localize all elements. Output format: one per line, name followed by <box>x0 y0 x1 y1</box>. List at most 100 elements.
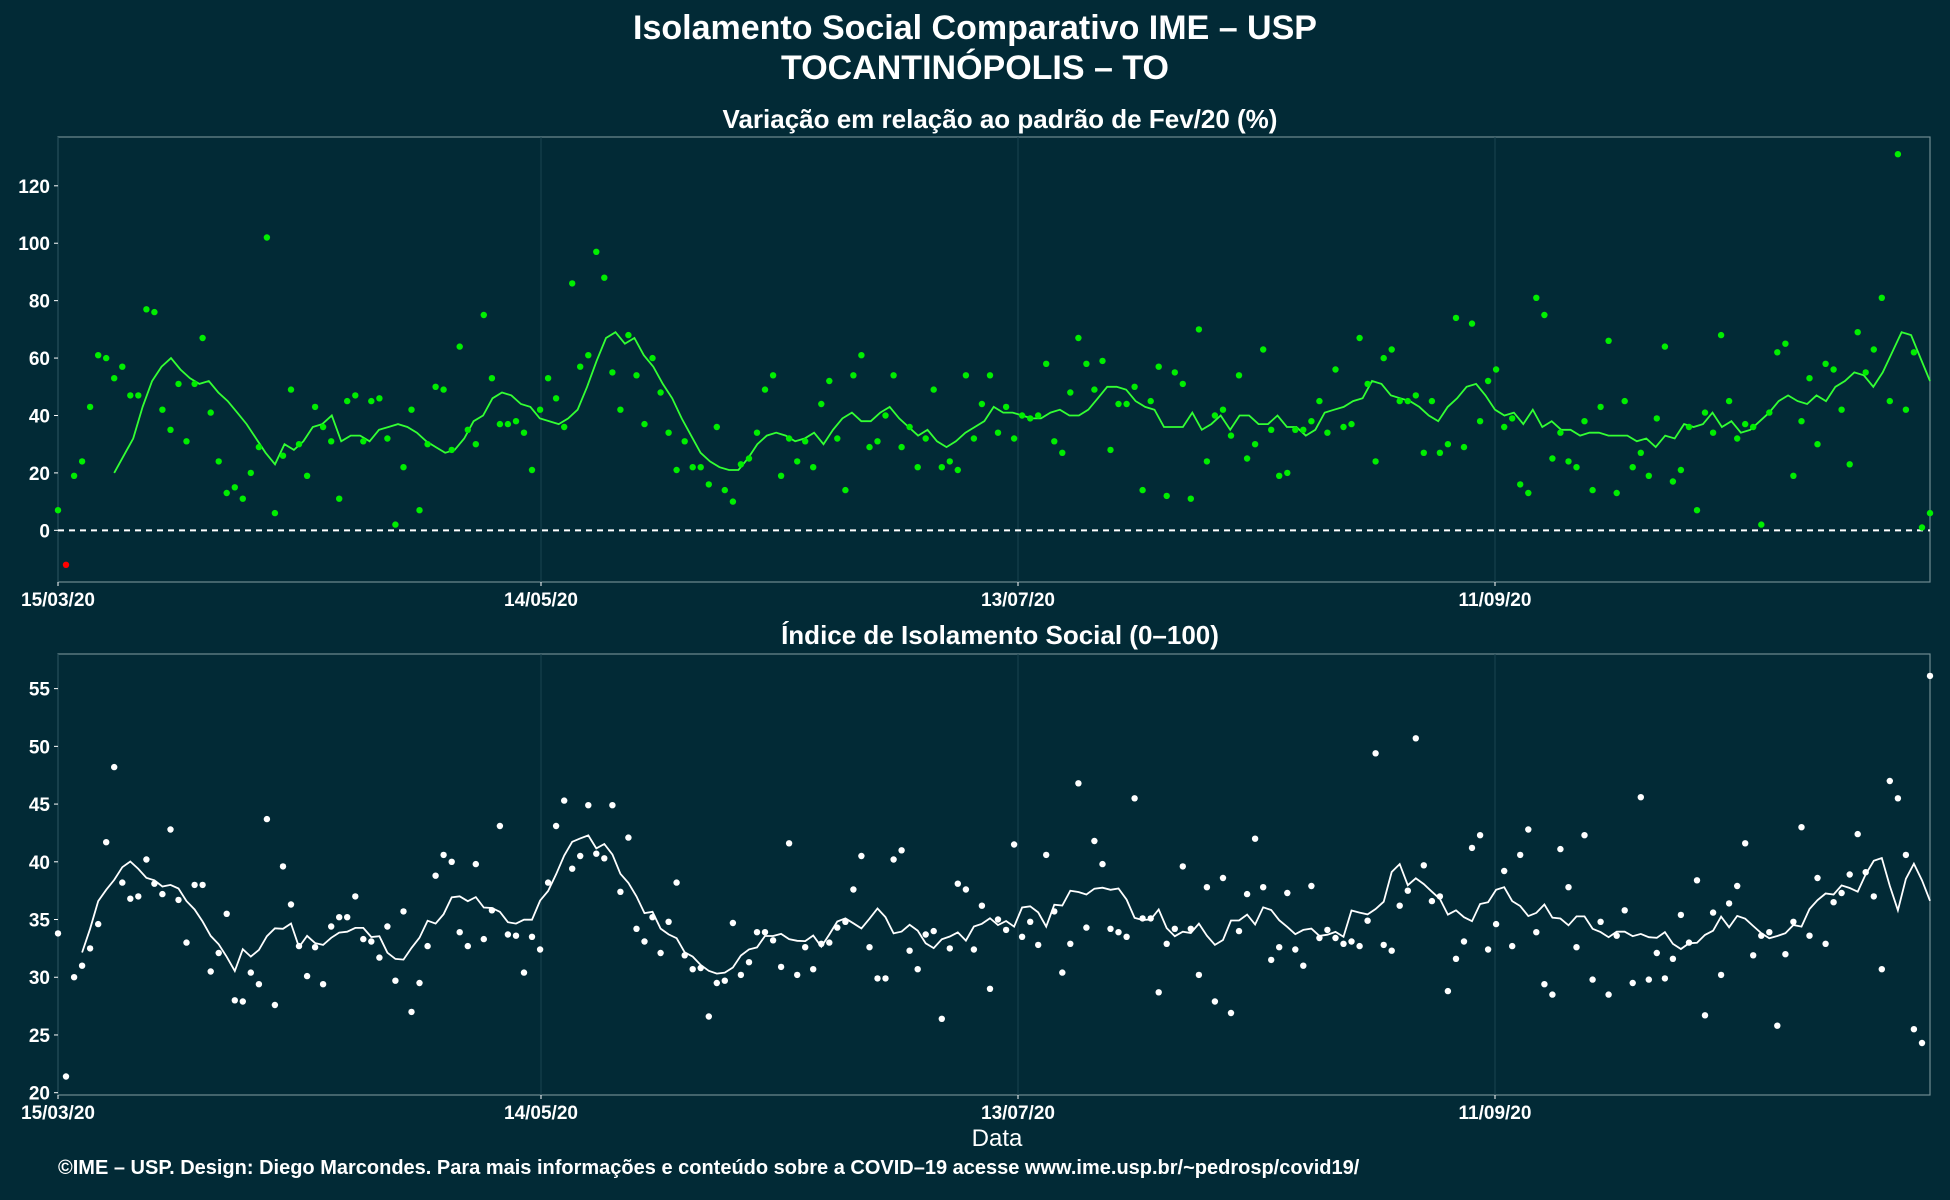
panel1-data-point <box>914 464 921 471</box>
panel2-data-point <box>1734 882 1741 890</box>
panel2-data-point <box>1260 884 1267 891</box>
panel1-data-point <box>1468 320 1476 327</box>
panel2-data-point <box>713 979 720 987</box>
panel1-data-point <box>336 495 343 502</box>
panel2-data-point <box>1099 860 1106 868</box>
panel1-data-point <box>1549 455 1556 462</box>
panel1-data-point <box>1476 418 1484 425</box>
panel2-data-point <box>1806 932 1813 939</box>
panel2-data-point <box>1894 795 1902 802</box>
panel1-data-point <box>1171 369 1179 376</box>
panel1-data-point <box>1002 403 1010 411</box>
panel1-data-point <box>834 435 841 442</box>
panel2-data-point <box>1300 962 1307 969</box>
panel2-data-point <box>1412 735 1420 742</box>
panel2-data-point <box>448 858 455 865</box>
panel1-data-point <box>175 380 182 388</box>
panel1-data-point <box>1035 412 1042 419</box>
panel2-data-point <box>1107 925 1114 932</box>
panel1-data-point <box>1758 521 1765 528</box>
panel1-data-point <box>1364 380 1371 388</box>
panel2-data-point <box>1002 926 1010 934</box>
panel1-moving-average-line <box>113 331 1931 474</box>
panel1-data-point <box>311 403 319 411</box>
panel1-data-point <box>440 386 447 393</box>
panel1-data-point <box>183 438 190 445</box>
panel2-data-point <box>1468 844 1476 852</box>
panel1-data-point <box>1356 334 1363 342</box>
panel2-data-point <box>1268 956 1275 964</box>
panel2-title: Índice de Isolamento Social (0–100) <box>781 620 1219 650</box>
panel1-data-point <box>528 466 536 474</box>
panel2-data-point <box>62 1073 70 1080</box>
panel1-data-point <box>1268 426 1275 433</box>
panel1-data-point <box>1412 392 1420 399</box>
panel1-data-point <box>1163 492 1170 500</box>
panel2-data-point <box>175 896 182 904</box>
panel2-data-point <box>697 964 704 972</box>
panel1-data-point <box>1420 449 1428 456</box>
panel2-data-point <box>360 935 367 943</box>
panel1-data-point <box>810 464 817 471</box>
panel2-data-point <box>721 977 728 984</box>
panel1-data-point <box>842 486 849 494</box>
panel1-data-point <box>352 392 359 399</box>
panel2-data-point <box>384 923 391 930</box>
panel1-data-point <box>609 369 616 376</box>
panel1-data-point <box>287 386 295 393</box>
panel2-data-point <box>1115 929 1122 936</box>
panel1-data-point <box>1428 397 1436 405</box>
panel1-data-point <box>657 389 664 396</box>
panel2-data-point <box>1725 900 1733 907</box>
panel1-data-point <box>577 363 584 370</box>
panel2-data-point <box>1372 750 1379 757</box>
panel2-data-point <box>1123 933 1130 940</box>
panel2-y-tick-label: 35 <box>29 911 51 932</box>
panel1-data-point <box>737 461 745 468</box>
panel2-data-point <box>1476 832 1484 839</box>
panel1-data-point <box>986 372 994 379</box>
panel2-data-point <box>1404 887 1412 894</box>
panel1-data-point <box>271 509 279 517</box>
panel1-data-point <box>54 507 62 514</box>
panel1-data-point <box>86 403 94 411</box>
panel2-data-point <box>1918 1039 1926 1047</box>
panel1-data-point <box>1830 366 1837 373</box>
panel1-data-point <box>376 395 383 402</box>
panel1-data-point <box>1910 349 1918 356</box>
panel2-data-point <box>794 971 801 979</box>
panel2-data-point <box>472 860 479 868</box>
panel2-data-point <box>496 822 504 830</box>
panel2-data-point <box>1195 971 1203 979</box>
panel2-data-point <box>874 975 881 982</box>
panel1-x-tick-label: 15/03/20 <box>21 590 95 611</box>
panel2-data-point <box>810 966 817 973</box>
panel2-data-point <box>1010 841 1018 848</box>
panel1-data-point <box>1798 418 1805 425</box>
panel2-data-point <box>1131 795 1138 802</box>
panel1-data-point <box>777 472 785 479</box>
panel1-data-point <box>1838 406 1845 413</box>
panel1-data-point <box>1605 337 1612 344</box>
panel1-data-point <box>1854 329 1861 336</box>
panel2-data-point <box>938 1015 945 1022</box>
panel2-y-tick-label: 45 <box>29 795 51 816</box>
panel2-data-point <box>1822 940 1829 947</box>
panel2-data-point <box>1750 952 1757 959</box>
panel2-data-point <box>1043 851 1050 859</box>
panel2-data-point <box>609 802 616 809</box>
panel1-data-point <box>552 395 560 402</box>
panel1-data-point <box>360 438 367 445</box>
panel1-data-point <box>1067 389 1074 396</box>
panel1-data-point <box>713 423 720 431</box>
panel2-data-point <box>577 852 584 860</box>
panel2-data-point <box>1669 955 1677 962</box>
panel1-data-point <box>255 443 263 451</box>
panel1-data-point <box>1436 449 1444 456</box>
panel2-data-point <box>834 924 841 931</box>
panel1-data-point <box>1444 441 1452 448</box>
panel2-data-point <box>95 920 102 928</box>
panel2-data-point <box>1155 989 1162 996</box>
panel1-data-point <box>1814 441 1821 448</box>
panel2-data-point <box>440 851 447 859</box>
